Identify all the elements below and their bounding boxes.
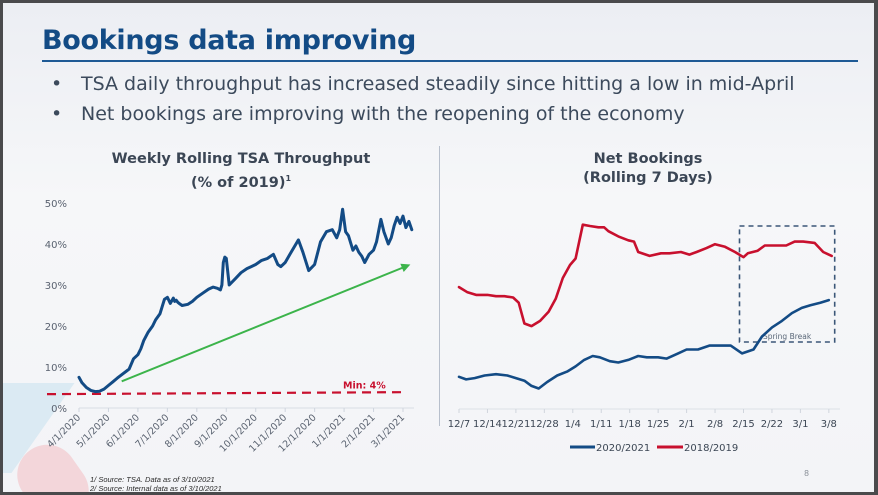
bookings-chart-title: Net Bookings (Rolling 7 Days) [513, 150, 783, 188]
series-2020-2021-line [457, 298, 831, 390]
x-tick-label: 12/21 [501, 419, 530, 430]
tsa-chart-title-line1: Weekly Rolling TSA Throughput [111, 151, 371, 167]
x-tick-label: 2/1 [679, 419, 695, 430]
x-tick-label: 1/25 [647, 419, 669, 430]
y-tick-label: 10% [45, 363, 67, 374]
trend-arrow-head [400, 263, 411, 273]
trend-arrow-line [121, 266, 405, 383]
x-tick-label: 1/18 [618, 419, 640, 430]
bullet-dot: • [51, 73, 63, 95]
x-tick-label: 12/14 [473, 419, 502, 430]
legend-label-2018-2019: 2018/2019 [684, 443, 738, 454]
footnote-1: 1/ Source: TSA. Data as of 3/10/2021 [90, 475, 215, 484]
chart-divider [439, 146, 440, 426]
bullet-text: TSA daily throughput has increased stead… [81, 73, 795, 95]
tsa-chart-subtitle: (% of 2019) [190, 174, 286, 191]
x-tick-label: 2/8 [707, 419, 723, 430]
bullet-list: • TSA daily throughput has increased stea… [51, 69, 795, 129]
x-tick-label: 12/28 [530, 419, 559, 430]
x-tick-label: 3/8 [821, 419, 837, 430]
x-tick-label: 3/1 [792, 419, 808, 430]
min-label: Min: 4% [343, 381, 386, 392]
bookings-chart-subtitle: (Rolling 7 Days) [583, 170, 713, 186]
slide-title: Bookings data improving [42, 25, 417, 56]
y-tick-label: 20% [45, 322, 67, 333]
x-tick-label: 12/7 [448, 419, 470, 430]
bookings-chart-title-line1: Net Bookings [593, 151, 703, 167]
page-number: 8 [804, 469, 810, 478]
y-tick-label: 50% [45, 199, 67, 210]
series-2018-2019-line [457, 223, 833, 328]
y-tick-label: 30% [45, 281, 67, 292]
footnotes: 1/ Source: TSA. Data as of 3/10/2021 2/ … [90, 475, 222, 492]
bullet-text: Net bookings are improving with the reop… [81, 103, 685, 125]
x-tick-label: 1/4 [565, 419, 581, 430]
x-tick-label: 1/11 [590, 419, 612, 430]
tsa-series-line [77, 207, 414, 394]
footnote-ref: 1 [285, 174, 292, 183]
y-tick-label: 0% [51, 404, 67, 415]
title-underline [42, 60, 858, 62]
spring-break-label: Spring Break [763, 332, 812, 341]
legend-label-2020-2021: 2020/2021 [596, 443, 650, 454]
x-tick-label: 2/22 [761, 419, 783, 430]
bullet-dot: • [51, 103, 63, 125]
bullet-item: • TSA daily throughput has increased stea… [51, 69, 795, 99]
y-tick-label: 40% [45, 240, 67, 251]
spring-break-box [738, 225, 836, 343]
footnote-2: 2/ Source: Internal data as of 3/10/2021 [90, 484, 222, 492]
x-tick-label: 2/15 [732, 419, 754, 430]
tsa-chart-title: Weekly Rolling TSA Throughput (% of 2019… [101, 150, 381, 193]
tsa-chart-title-line2: (% of 2019)1 [101, 169, 381, 193]
bullet-item: • Net bookings are improving with the reo… [51, 99, 795, 129]
